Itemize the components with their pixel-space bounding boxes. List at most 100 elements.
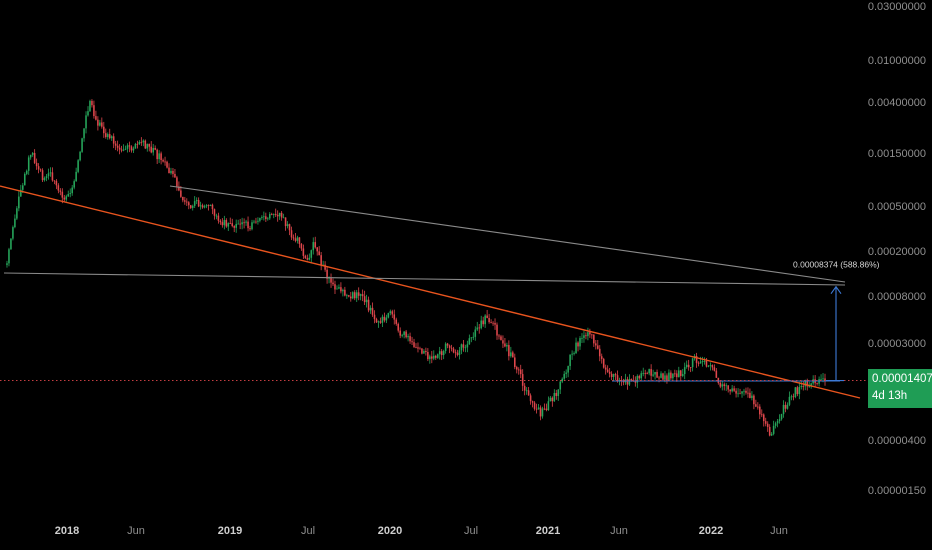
candle-body (154, 147, 156, 150)
resistance-line[interactable] (169, 185, 846, 283)
candle-body (213, 209, 216, 216)
candle-body (338, 287, 340, 289)
candle-body (385, 317, 388, 321)
candle-body (699, 361, 702, 364)
candle-body (413, 342, 415, 347)
candle-body (180, 190, 182, 197)
candle-body (810, 383, 812, 387)
candle-body (419, 348, 421, 350)
candle-body (166, 161, 168, 168)
candle-body (806, 380, 809, 387)
price-tick-label: 0.00150000 (868, 148, 926, 160)
candle-body (448, 345, 451, 348)
candle-body (144, 140, 147, 149)
price-tick-label: 0.00020000 (868, 246, 926, 258)
candle-body (456, 352, 459, 355)
descending-trendline[interactable] (0, 185, 861, 399)
candle-body (164, 161, 166, 163)
candle-body (116, 145, 119, 148)
candle-body (517, 369, 520, 371)
measure-label: 0.00008374 (588.86%) (793, 260, 880, 270)
candle-body (739, 393, 741, 395)
candle-body (523, 385, 526, 391)
candle-body (148, 143, 151, 147)
candle-body (519, 369, 522, 375)
candle-body (804, 380, 807, 387)
candle-body (27, 157, 30, 171)
candle-body (616, 375, 619, 382)
candle-body (753, 395, 755, 405)
candle-body (340, 287, 342, 292)
candle-body (470, 337, 473, 339)
candle-body (674, 373, 676, 375)
candle-body (561, 378, 564, 382)
candle-body (421, 348, 423, 354)
candle-body (29, 154, 32, 158)
candle-body (270, 214, 273, 215)
candle-body (334, 284, 336, 290)
candle-body (598, 348, 601, 357)
candle-body (239, 223, 241, 225)
candle-body (525, 390, 528, 392)
candle-body (569, 354, 571, 367)
candle-body (104, 133, 107, 138)
candle-body (575, 342, 577, 354)
candle-body (227, 223, 230, 227)
price-axis[interactable]: 0.03000000 0.01000000 0.00400000 0.00150000… (868, 1, 926, 497)
candle-body (286, 224, 289, 227)
candle-body (660, 373, 662, 378)
candle-body (658, 377, 660, 379)
candle-body (719, 382, 722, 387)
candle-body (375, 319, 378, 323)
candle-body (442, 350, 445, 356)
candle-body (472, 336, 475, 338)
candle-body (822, 378, 824, 380)
candle-body (101, 122, 103, 127)
candle-body (401, 334, 403, 336)
candles-layer (6, 99, 826, 437)
candle-body (563, 373, 565, 379)
candle-body (415, 346, 417, 348)
candle-body (701, 361, 704, 362)
candle-body (553, 392, 556, 402)
candle-body (79, 151, 81, 161)
candle-body (328, 277, 330, 279)
candle-body (351, 292, 354, 299)
candle-body (14, 218, 16, 228)
candle-body (373, 314, 376, 320)
horizontal-level[interactable] (3, 272, 846, 286)
candle-body (606, 369, 609, 372)
candle-body (751, 395, 753, 399)
candle-body (330, 277, 332, 283)
candle-body (691, 358, 694, 368)
candle-body (662, 373, 664, 380)
candle-body (150, 146, 153, 153)
candle-body (128, 145, 131, 147)
candle-body (346, 295, 348, 297)
candle-body (454, 352, 457, 354)
candle-body (595, 343, 597, 346)
candle-body (431, 356, 433, 359)
candle-body (249, 228, 251, 230)
time-axis[interactable]: 2018 Jun 2019 Jul 2020 Jul 2021 Jun 2022 Jun (55, 525, 788, 537)
candle-body (468, 338, 471, 345)
time-tick-label: 2019 (218, 525, 242, 537)
candle-body (816, 383, 818, 384)
candle-body (596, 345, 599, 349)
candle-body (391, 311, 394, 315)
candle-body (302, 248, 305, 256)
candle-body (361, 294, 364, 297)
candle-body (545, 408, 548, 411)
candle-body (140, 141, 143, 143)
candle-body (749, 392, 751, 399)
candle-body (59, 190, 62, 192)
candle-body (33, 153, 36, 163)
candle-body (515, 367, 518, 370)
candle-body (99, 122, 101, 126)
candle-body (31, 153, 34, 155)
candle-body (379, 321, 382, 323)
candle-body (731, 388, 733, 392)
candle-body (656, 371, 658, 378)
candle-body (760, 414, 763, 416)
